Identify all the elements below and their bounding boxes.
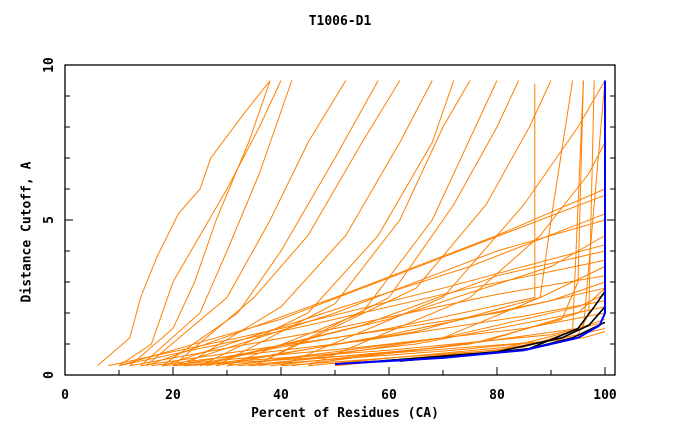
series-other-0 <box>97 80 271 367</box>
series-other-41 <box>248 331 606 367</box>
series-other-23 <box>118 194 606 367</box>
series-other-25 <box>172 219 606 367</box>
series-other-14 <box>307 142 606 367</box>
chart-title: T1006-D1 <box>308 14 372 29</box>
series-other-1 <box>118 80 282 367</box>
series-other-31 <box>307 80 606 367</box>
series-other-10 <box>226 80 498 367</box>
series-other-15 <box>108 244 606 367</box>
x-tick-label: 40 <box>273 388 289 403</box>
series-other-9 <box>215 80 471 367</box>
y-tick-label: 10 <box>42 57 57 73</box>
series-other-5 <box>161 80 379 367</box>
series-other-7 <box>183 80 433 367</box>
x-axis-label: Percent of Residues (CA) <box>251 406 439 421</box>
series-other-13 <box>280 80 606 367</box>
series-other-16 <box>118 259 606 367</box>
series-other-35 <box>291 287 606 367</box>
x-tick-label: 100 <box>593 388 617 403</box>
series-other-4 <box>145 80 347 367</box>
series-other-12 <box>253 80 552 367</box>
series-other-19 <box>151 300 606 367</box>
series-other-2 <box>129 80 271 367</box>
y-tick-label: 5 <box>42 216 57 224</box>
series-other-11 <box>253 80 520 367</box>
y-tick-label: 0 <box>42 371 57 379</box>
x-tick-label: 80 <box>489 388 505 403</box>
series-other-17 <box>129 275 606 367</box>
x-tick-label: 20 <box>165 388 181 403</box>
series-other-37 <box>172 83 536 367</box>
series-black-1 <box>361 306 606 364</box>
series-other-39 <box>162 213 606 367</box>
series-other-6 <box>172 80 401 367</box>
x-tick-label: 0 <box>61 388 69 403</box>
series-other-26 <box>199 235 606 367</box>
series-other-38 <box>194 250 606 367</box>
series-blue <box>334 80 606 366</box>
series-other-40 <box>226 306 606 367</box>
x-tick-label: 60 <box>381 388 397 403</box>
series-other-24 <box>145 188 606 367</box>
series-other-36 <box>205 266 606 367</box>
series-other-3 <box>140 80 293 367</box>
series-other-29 <box>237 318 606 367</box>
